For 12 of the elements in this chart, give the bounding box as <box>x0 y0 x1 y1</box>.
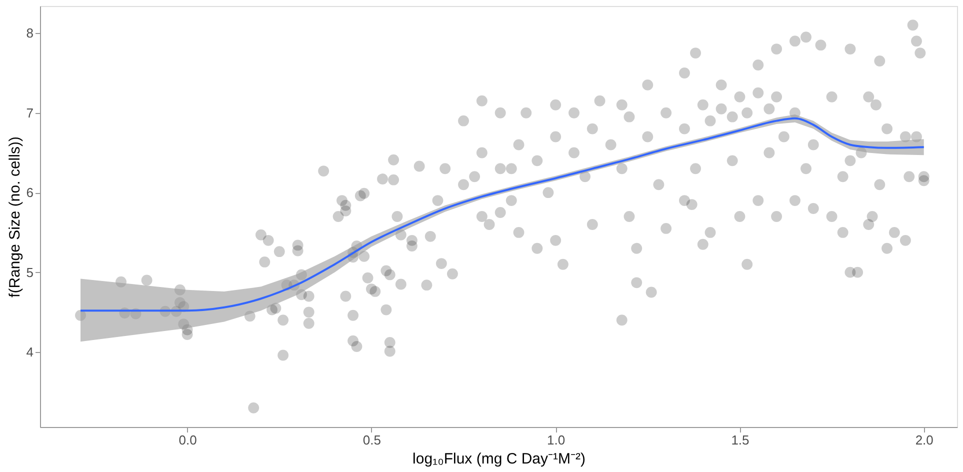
x-tick-label: 1.5 <box>731 432 750 448</box>
y-axis-title: f(Range Size (no. cells)) <box>6 136 24 298</box>
y-tick-label: 6 <box>26 185 34 200</box>
y-tick-label: 7 <box>26 105 34 120</box>
x-axis-title: log₁₀Flux (mg C Day⁻¹M⁻²) <box>412 450 586 468</box>
x-tick-label: 0.0 <box>178 432 197 448</box>
y-tick-label: 5 <box>26 264 34 280</box>
y-tick-label: 4 <box>26 344 34 360</box>
y-tick-label: 8 <box>26 26 34 41</box>
x-tick-label: 1.0 <box>547 432 566 448</box>
x-tick-label: 2.0 <box>915 432 934 448</box>
x-tick-label: 0.5 <box>362 432 381 448</box>
